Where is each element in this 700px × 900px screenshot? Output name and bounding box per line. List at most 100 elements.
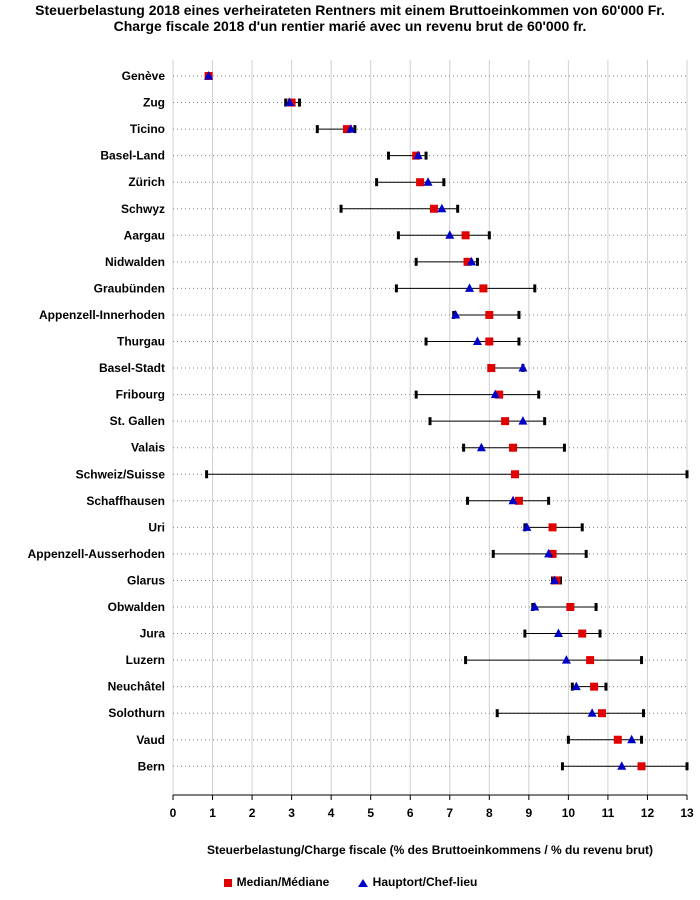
legend-item-median: Median/Médiane	[223, 874, 330, 889]
category-label: Nidwalden	[105, 255, 165, 269]
hauptort-marker	[587, 708, 597, 717]
median-marker	[597, 709, 606, 718]
median-marker	[487, 364, 496, 373]
legend-item-hauptort: Hauptort/Chef-lieu	[357, 874, 478, 889]
hauptort-marker	[530, 602, 540, 611]
category-label: Thurgau	[117, 335, 165, 349]
hauptort-marker	[544, 548, 554, 558]
chart-subtitle: Charge fiscale 2018 d'un rentier marié a…	[113, 18, 587, 34]
category-label: Fribourg	[116, 388, 165, 402]
x-axis: 0 1 2 3 4 5 6 7 8 9 10 11 12 13	[170, 794, 694, 820]
category-label: Graubünden	[94, 281, 165, 295]
x-tick-label: 3	[288, 806, 295, 820]
hauptort-marker	[467, 256, 477, 266]
hauptort-marker	[508, 495, 518, 505]
median-marker	[637, 762, 646, 771]
red-square-icon	[223, 878, 232, 887]
hauptort-marker	[476, 442, 486, 452]
hauptort-marker	[550, 575, 560, 584]
hauptort-marker	[490, 389, 500, 399]
category-label: Valais	[131, 441, 165, 455]
median-marker	[342, 125, 351, 134]
hauptort-marker	[554, 628, 563, 638]
x-tick-label: 13	[680, 806, 694, 820]
hauptort-marker	[522, 522, 532, 531]
median-marker	[613, 735, 622, 744]
x-axis-label: Steuerbelastung/Charge fiscale (% des Br…	[207, 843, 653, 857]
median-marker	[548, 549, 557, 558]
median-marker	[511, 470, 520, 479]
x-tick-label: 6	[407, 806, 414, 820]
x-tick-label: 11	[602, 806, 615, 820]
hauptort-marker	[451, 309, 461, 319]
category-label: Neuchâtel	[108, 680, 165, 694]
hauptort-marker	[445, 230, 455, 239]
median-marker	[590, 682, 599, 691]
category-label: Uri	[148, 520, 165, 534]
x-tick-label: 8	[486, 806, 493, 820]
category-labels: Genève Zug Ticino Basel-Land Zürich Schwyz Aar…	[28, 69, 166, 773]
median-marker	[566, 603, 575, 611]
x-tick-label: 10	[562, 806, 576, 820]
category-label: Basel-Land	[100, 149, 165, 163]
category-label: Glarus	[127, 573, 165, 587]
median-marker	[501, 417, 510, 426]
median-marker	[586, 656, 595, 665]
x-tick-label: 5	[367, 806, 374, 820]
category-label: Obwalden	[108, 600, 165, 614]
median-marker	[514, 496, 523, 505]
x-tick-label: 9	[526, 806, 533, 820]
category-label: Schweiz/Suisse	[76, 467, 166, 481]
hauptort-marker	[518, 416, 528, 425]
category-label: Zug	[143, 96, 165, 110]
x-tick-label: 4	[328, 806, 335, 820]
chart-title: Steuerbelastung 2018 eines verheirateten…	[35, 2, 665, 18]
category-label: Ticino	[130, 122, 165, 136]
data-markers	[204, 71, 646, 771]
category-label: Zürich	[128, 175, 165, 189]
median-marker	[578, 629, 587, 638]
x-tick-label: 0	[170, 806, 177, 820]
hauptort-marker	[571, 681, 581, 691]
category-label: Basel-Stadt	[99, 361, 165, 375]
hauptort-marker	[472, 336, 482, 345]
median-marker	[416, 178, 425, 187]
hauptort-marker	[437, 203, 447, 213]
legend-label-median: Median/Médiane	[236, 874, 330, 889]
x-tick-label: 7	[446, 806, 453, 820]
category-label: Appenzell-Innerhoden	[39, 308, 165, 322]
legend-label-hauptort: Hauptort/Chef-lieu	[372, 874, 478, 889]
category-label: Solothurn	[108, 706, 165, 720]
hauptort-marker	[465, 283, 475, 292]
hauptort-marker	[285, 97, 295, 107]
x-tick-label: 2	[249, 806, 256, 820]
legend: Median/Médiane Hauptort/Chef-lieu	[0, 874, 700, 889]
chart-title-block: Steuerbelastung 2018 eines verheirateten…	[0, 2, 700, 34]
hauptort-marker	[561, 655, 571, 664]
median-marker	[485, 310, 494, 319]
hauptort-marker	[413, 150, 423, 160]
blue-triangle-icon	[357, 878, 368, 887]
range-lines	[205, 72, 689, 771]
category-label: Jura	[140, 627, 166, 641]
median-marker	[479, 284, 488, 293]
category-label: Bern	[138, 759, 165, 773]
median-marker	[548, 523, 557, 532]
gridlines	[172, 60, 688, 795]
category-label: Schwyz	[121, 202, 165, 216]
median-marker	[461, 231, 470, 240]
category-label: St. Gallen	[110, 414, 165, 428]
hauptort-marker	[617, 761, 627, 770]
median-marker	[485, 337, 494, 346]
category-label: Schaffhausen	[86, 494, 165, 508]
x-tick-label: 1	[209, 806, 216, 820]
median-marker	[463, 257, 472, 266]
x-tick-label: 12	[641, 806, 655, 820]
category-label: Luzern	[126, 653, 165, 667]
category-label: Genève	[122, 69, 166, 83]
category-label: Aargau	[124, 228, 165, 242]
hauptort-marker	[423, 177, 433, 186]
hauptort-marker	[204, 71, 214, 80]
range-dot-chart: Genève Zug Ticino Basel-Land Zürich Schwyz Aar…	[28, 60, 694, 857]
category-label: Vaud	[136, 733, 165, 747]
